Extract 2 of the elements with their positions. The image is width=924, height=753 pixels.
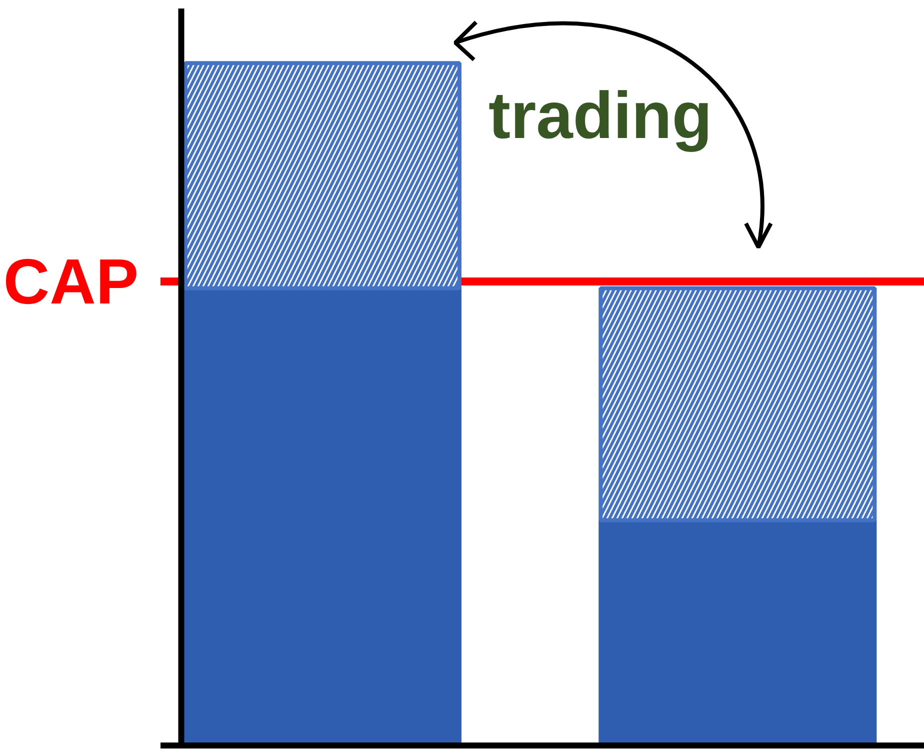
- annotation: trading: [488, 78, 712, 152]
- ref-line-label: CAP: [3, 245, 138, 318]
